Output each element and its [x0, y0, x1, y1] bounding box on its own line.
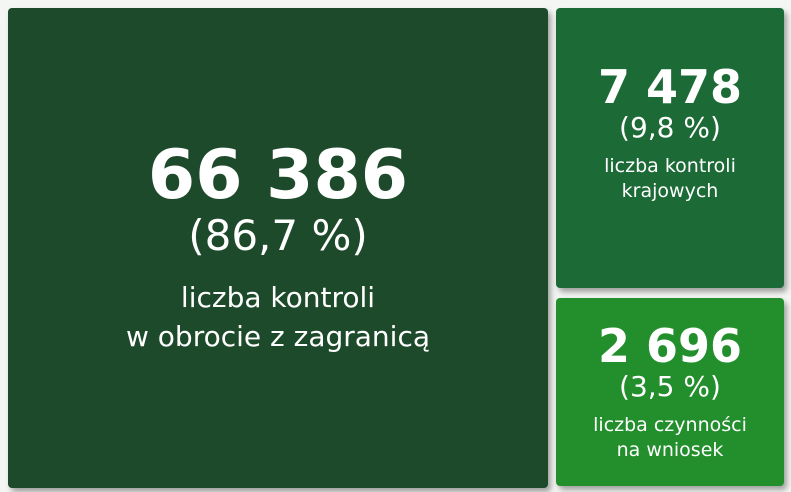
tile-label: w obrocie z zagranicą	[125, 320, 430, 354]
tile-share: (86,7 %)	[188, 211, 368, 260]
tile-label: krajowych	[621, 179, 719, 202]
tile-value: 2 696	[597, 318, 743, 373]
tile-label: liczba kontroli	[604, 154, 736, 177]
tile-value: 66 386	[147, 135, 409, 215]
tile-label: liczba kontroli	[180, 281, 376, 314]
tile-share: (3,5 %)	[619, 369, 721, 403]
tile: 2 696 (3,5 %) liczba czynności na wniose…	[556, 298, 784, 486]
tile-label: na wniosek	[616, 438, 724, 461]
tile: 7 478 (9,8 %) liczba kontroli krajowych	[556, 8, 784, 288]
tile-label: liczba czynności	[593, 413, 747, 436]
tile-value: 7 478	[597, 59, 743, 114]
tile: 66 386 (86,7 %) liczba kontroli w obroci…	[8, 8, 548, 488]
tile-share: (9,8 %)	[619, 110, 721, 144]
